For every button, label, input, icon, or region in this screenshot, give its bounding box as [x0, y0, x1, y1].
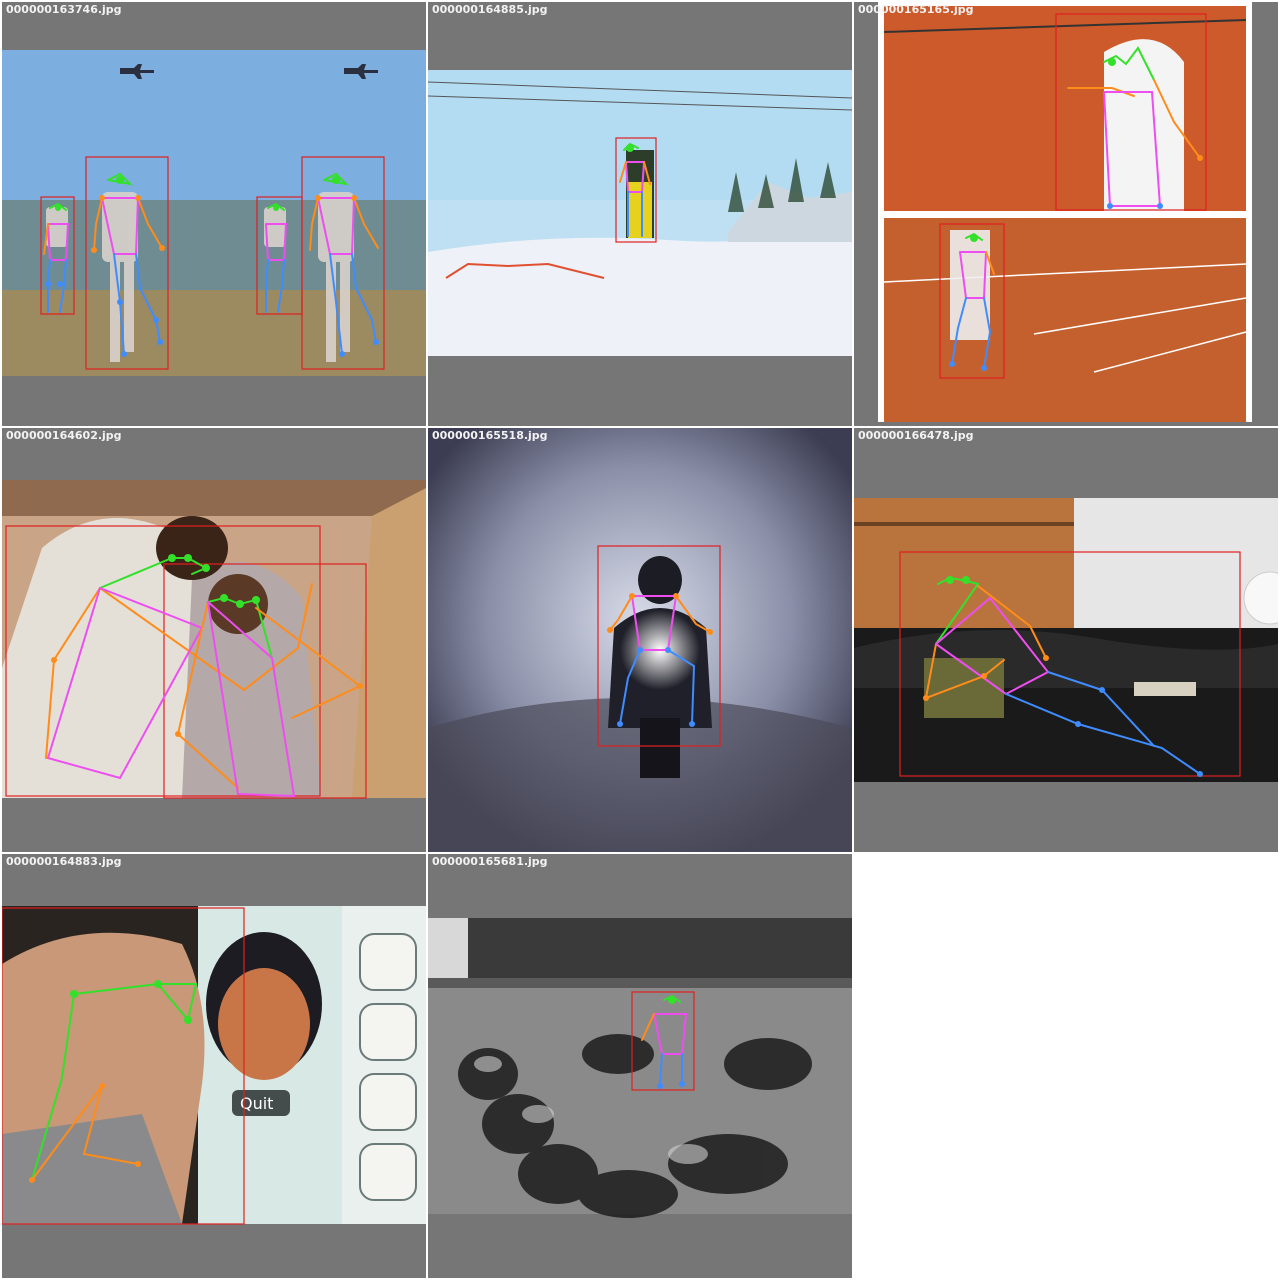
pose-skeleton: [1067, 46, 1203, 209]
pose-skeleton: [309, 172, 379, 357]
annotated-photo: [428, 70, 852, 356]
image-tile-couch[interactable]: 000000166478.jpg: [854, 428, 1278, 852]
person-bbox: [939, 223, 1005, 379]
person-bbox: [631, 991, 695, 1091]
person-bbox: [40, 196, 75, 315]
image-tile-wii-face[interactable]: 000000164883.jpg Quit: [2, 854, 426, 1278]
pose-skeleton: [265, 202, 288, 313]
quit-label: Quit: [240, 1094, 273, 1113]
image-tile-tennis[interactable]: 000000165165.jpg: [854, 2, 1278, 426]
person-bbox: [163, 563, 367, 799]
pose-skeleton: [607, 593, 713, 727]
image-tile-parking[interactable]: 000000165681.jpg: [428, 854, 852, 1278]
image-tile-mirror-selfie[interactable]: 000000164602.jpg: [2, 428, 426, 852]
person-bbox: [85, 156, 169, 370]
person-bbox: [1055, 13, 1207, 211]
airplane-icon: [344, 64, 378, 79]
pose-skeleton: [43, 202, 70, 313]
person-bbox: [2, 907, 245, 1225]
pose-skeleton: [175, 594, 363, 798]
image-filename: 000000163746.jpg: [6, 3, 122, 16]
photo-beach-left: [2, 50, 214, 376]
annotated-photo: [2, 480, 426, 799]
pose-skeleton: [641, 994, 688, 1089]
image-filename: 000000164885.jpg: [432, 3, 548, 16]
image-filename: 000000165681.jpg: [432, 855, 548, 868]
person-bbox: [5, 525, 321, 797]
person-bbox: [256, 196, 303, 315]
image-tile-motorcycle[interactable]: 000000165518.jpg: [428, 428, 852, 852]
pose-skeleton: [45, 554, 313, 780]
image-tile-snow[interactable]: 000000164885.jpg: [428, 2, 852, 426]
annotated-photo: [428, 428, 852, 852]
image-filename: 000000164602.jpg: [6, 429, 122, 442]
annotated-photo: [428, 918, 852, 1218]
image-tile-beach[interactable]: 000000163746.jpg: [2, 2, 426, 426]
pose-skeleton: [29, 980, 198, 1183]
annotated-photo: Quit: [2, 906, 426, 1225]
pose-skeleton: [923, 576, 1203, 777]
pose-skeleton: [91, 172, 165, 357]
image-filename: 000000164883.jpg: [6, 855, 122, 868]
image-filename: 000000165165.jpg: [858, 3, 974, 16]
person-bbox: [597, 545, 721, 747]
image-filename: 000000165518.jpg: [432, 429, 548, 442]
annotated-photo: [854, 498, 1278, 782]
annotated-photo: [2, 50, 426, 376]
image-filename: 000000166478.jpg: [858, 429, 974, 442]
pose-skeleton: [949, 232, 995, 371]
person-bbox: [899, 551, 1241, 777]
airplane-icon: [120, 64, 154, 79]
person-bbox: [615, 137, 657, 243]
pose-skeleton: [619, 142, 651, 237]
annotated-photo: [878, 2, 1252, 422]
